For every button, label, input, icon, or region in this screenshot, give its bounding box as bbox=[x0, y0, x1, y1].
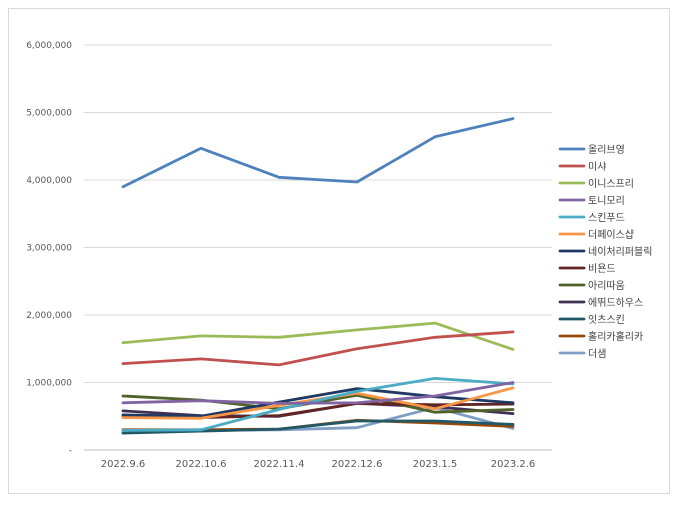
series-line bbox=[121, 330, 515, 367]
legend: 올리브영미샤이니스프리토니모리스킨푸드더페이스샵네이처리퍼블릭비욘드아리따움에뛰… bbox=[558, 144, 652, 360]
legend-label: 올리브영 bbox=[588, 144, 625, 156]
y-axis-ticks: - 1,000,000 2,000,000 3,000,000 4,000,000 5,0… bbox=[26, 41, 72, 456]
legend-label: 스킨푸드 bbox=[588, 212, 625, 224]
legend-label: 아리따움 bbox=[588, 280, 625, 292]
x-tick-label: 2022.11.4 bbox=[254, 459, 305, 470]
legend-label: 홀리카홀리카 bbox=[588, 330, 643, 343]
x-tick-label: 2023.1.5 bbox=[413, 459, 458, 470]
y-tick-label: 1,000,000 bbox=[26, 379, 72, 389]
legend-label: 잇츠스킨 bbox=[588, 314, 625, 326]
legend-label: 에뛰드하우스 bbox=[588, 296, 643, 309]
legend-label: 토니모리 bbox=[588, 195, 625, 207]
series-lines bbox=[121, 117, 515, 435]
x-tick-label: 2022.10.6 bbox=[176, 459, 227, 470]
series-line bbox=[121, 321, 515, 351]
series-line bbox=[121, 387, 515, 418]
legend-label: 비욘드 bbox=[588, 263, 616, 275]
series-line bbox=[121, 381, 515, 405]
y-tick-label: 5,000,000 bbox=[26, 109, 72, 119]
y-tick-label: 3,000,000 bbox=[26, 244, 72, 254]
legend-label: 네이처리퍼블릭 bbox=[588, 246, 652, 258]
series-line bbox=[121, 376, 515, 432]
legend-label: 더샘 bbox=[588, 348, 606, 360]
legend-label: 이니스프리 bbox=[588, 178, 634, 190]
series-line bbox=[121, 117, 515, 189]
x-tick-label: 2022.12.6 bbox=[332, 459, 383, 470]
series-line bbox=[121, 419, 515, 435]
legend-label: 미샤 bbox=[588, 161, 606, 173]
x-tick-label: 2022.9.6 bbox=[101, 459, 146, 470]
y-tick-label: - bbox=[69, 446, 72, 456]
x-axis-ticks: 2022.9.6 2022.10.6 2022.11.4 2022.12.6 2023.… bbox=[101, 459, 536, 470]
y-tick-label: 4,000,000 bbox=[26, 176, 72, 186]
x-tick-label: 2023.2.6 bbox=[491, 459, 536, 470]
legend-label: 더페이스샵 bbox=[588, 229, 634, 241]
y-tick-label: 6,000,000 bbox=[26, 41, 72, 51]
y-tick-label: 2,000,000 bbox=[26, 311, 72, 321]
